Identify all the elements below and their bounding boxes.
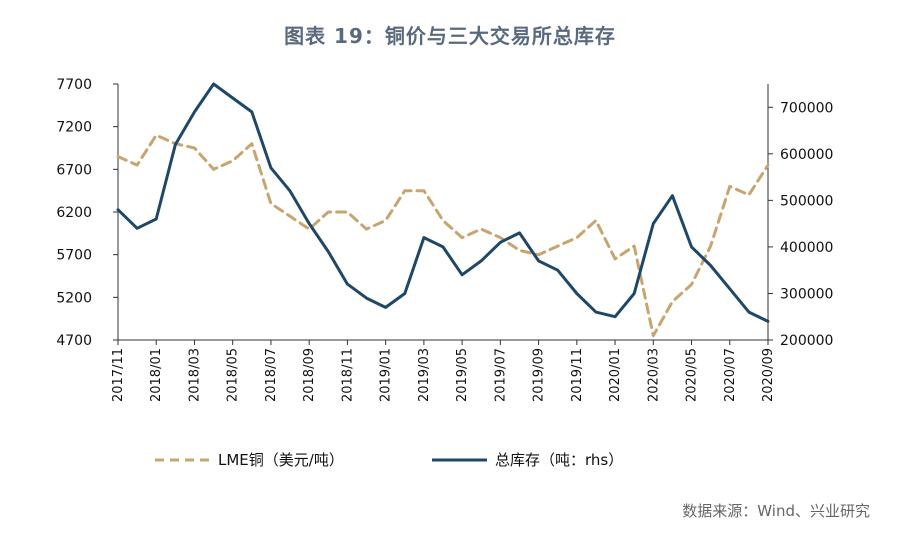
right-y-tick-label: 200000 bbox=[780, 333, 833, 349]
x-tick-label: 2020/09 bbox=[761, 348, 776, 402]
right-y-tick-label: 400000 bbox=[780, 240, 833, 256]
left-y-tick-label: 7200 bbox=[56, 120, 92, 136]
series-line-lme-copper bbox=[116, 133, 770, 338]
series-layer bbox=[116, 82, 770, 338]
x-tick-label: 2018/11 bbox=[340, 348, 355, 402]
x-tick-label: 2018/09 bbox=[302, 348, 317, 402]
x-tick-label: 2020/03 bbox=[646, 348, 661, 402]
tick-layer: 4700 5200 5700 6200 6700 7200 7700 200000 300000… bbox=[56, 77, 833, 402]
left-y-tick-label: 6200 bbox=[56, 205, 92, 221]
x-tick-label: 2019/11 bbox=[570, 348, 585, 402]
left-y-tick-label: 5700 bbox=[56, 248, 92, 264]
series-line-total-inventory bbox=[116, 82, 770, 323]
chart-title: 图表 19：铜价与三大交易所总库存 bbox=[284, 24, 616, 48]
x-tick-label: 2019/05 bbox=[455, 348, 470, 402]
x-tick-label: 2020/05 bbox=[685, 348, 700, 402]
x-tick-label: 2019/07 bbox=[493, 348, 508, 402]
x-tick-label: 2018/07 bbox=[264, 348, 279, 402]
legend-label-lme-copper: LME铜（美元/吨） bbox=[218, 451, 344, 469]
x-tick-label: 2017/11 bbox=[111, 348, 126, 402]
x-tick-label: 2018/05 bbox=[226, 348, 241, 402]
left-y-tick-label: 5200 bbox=[56, 290, 92, 306]
right-y-tick-label: 300000 bbox=[780, 286, 833, 302]
x-tick-label: 2018/01 bbox=[149, 348, 164, 402]
axes-layer bbox=[117, 84, 769, 341]
right-y-tick-label: 600000 bbox=[780, 147, 833, 163]
legend-label-total-inventory: 总库存（吨：rhs） bbox=[495, 451, 623, 469]
left-y-tick-label: 6700 bbox=[56, 162, 92, 178]
source-note: 数据来源：Wind、兴业研究 bbox=[682, 502, 870, 520]
x-tick-label: 2019/03 bbox=[417, 348, 432, 402]
x-tick-label: 2018/03 bbox=[187, 348, 202, 402]
left-y-tick-label: 4700 bbox=[56, 333, 92, 349]
x-tick-label: 2019/01 bbox=[379, 348, 394, 402]
x-tick-label: 2019/09 bbox=[532, 348, 547, 402]
x-tick-label: 2020/07 bbox=[723, 348, 738, 402]
x-tick-label: 2020/01 bbox=[608, 348, 623, 402]
legend: LME铜（美元/吨） 总库存（吨：rhs） bbox=[155, 451, 623, 469]
right-y-tick-label: 500000 bbox=[780, 193, 833, 209]
left-y-tick-label: 7700 bbox=[56, 77, 92, 93]
right-y-tick-label: 700000 bbox=[780, 100, 833, 116]
